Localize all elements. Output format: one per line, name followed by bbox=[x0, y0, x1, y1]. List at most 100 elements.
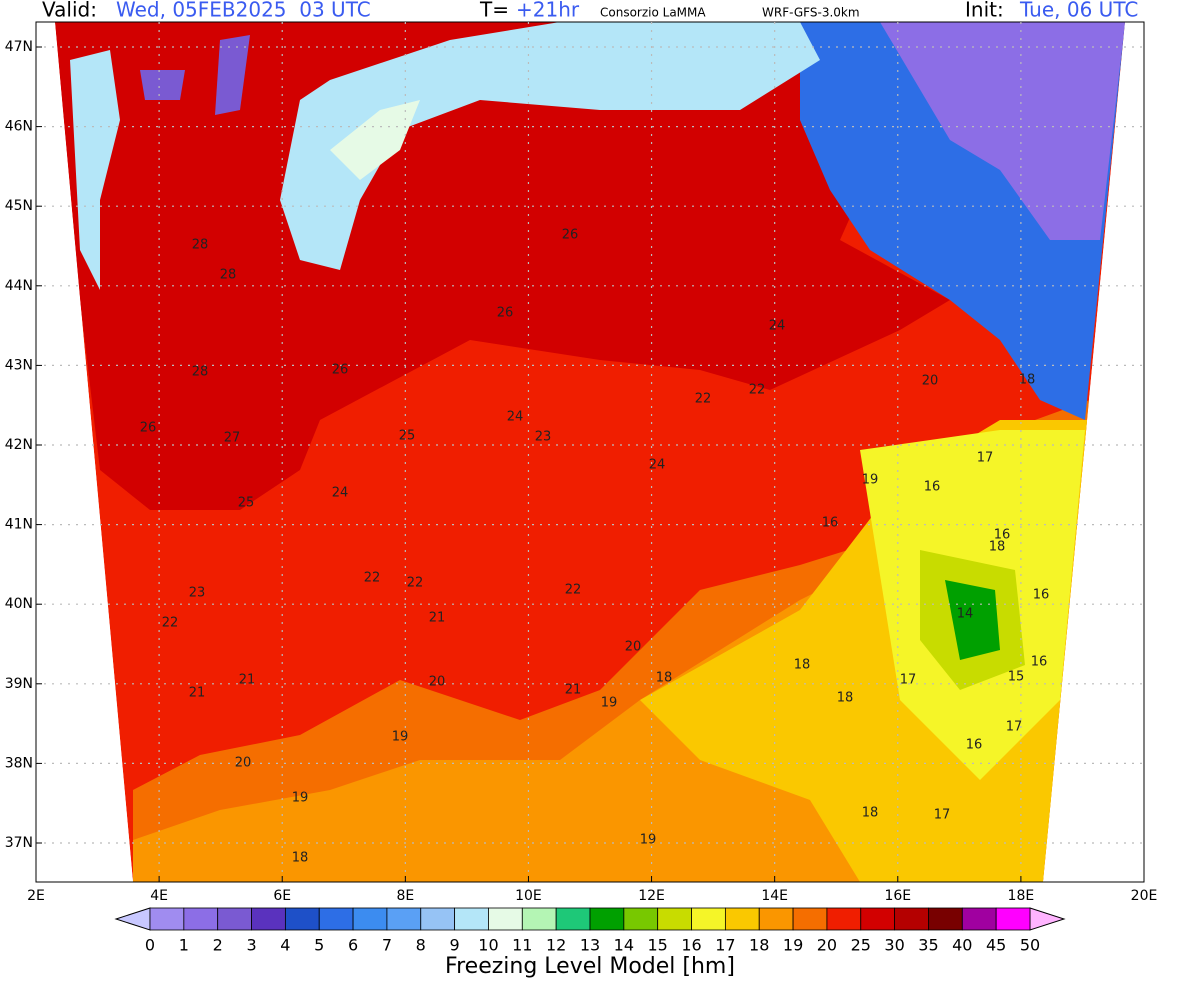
lon-tick-label: 12E bbox=[638, 888, 665, 904]
lon-tick-label: 10E bbox=[515, 888, 542, 904]
contour-label: 19 bbox=[640, 833, 657, 848]
lat-tick-label: 45N bbox=[5, 198, 33, 214]
contour-label: 18 bbox=[862, 806, 879, 821]
field bbox=[55, 22, 1125, 882]
lon-tick-label: 2E bbox=[27, 888, 45, 904]
colorbar-label: 15 bbox=[648, 936, 668, 955]
lon-tick-label: 14E bbox=[761, 888, 788, 904]
contour-label: 20 bbox=[625, 640, 642, 655]
source: Consorzio LaMMA bbox=[600, 6, 706, 20]
colorbar-label: 45 bbox=[986, 936, 1006, 955]
colorbar-label: 0 bbox=[145, 936, 155, 955]
colorbar-box bbox=[928, 907, 963, 931]
contour-label: 18 bbox=[794, 658, 811, 673]
colorbar-label: 18 bbox=[749, 936, 769, 955]
contour-label: 23 bbox=[535, 430, 552, 445]
contour-label: 28 bbox=[192, 365, 209, 380]
contour-label: 16 bbox=[994, 528, 1011, 543]
contour-label: 25 bbox=[399, 429, 416, 444]
contour-label: 21 bbox=[189, 686, 206, 701]
contour-label: 16 bbox=[924, 480, 941, 495]
contour-label: 26 bbox=[562, 228, 579, 243]
colorbar-box bbox=[521, 907, 557, 931]
contour-label: 16 bbox=[1033, 588, 1050, 603]
contour-label: 18 bbox=[1019, 373, 1036, 388]
contour-label: 20 bbox=[429, 675, 446, 690]
init-label: Init: bbox=[965, 0, 1004, 22]
model: WRF-GFS-3.0km bbox=[762, 6, 860, 20]
colorbar-label: 13 bbox=[580, 936, 600, 955]
colorbar-box bbox=[420, 907, 456, 931]
contour-label: 27 bbox=[224, 431, 241, 446]
lat-tick-label: 44N bbox=[5, 278, 33, 294]
colorbar-box bbox=[284, 907, 320, 931]
colorbar-title: Freezing Level Model [hm] bbox=[445, 954, 735, 979]
colorbar-box bbox=[589, 907, 625, 931]
contour-label: 19 bbox=[392, 730, 409, 745]
contour-label: 26 bbox=[140, 421, 157, 436]
colorbar-box bbox=[183, 907, 219, 931]
contour-label: 26 bbox=[332, 363, 349, 378]
colorbar-box bbox=[454, 907, 489, 931]
lon-tick-label: 8E bbox=[396, 888, 414, 904]
lat-tick-label: 46N bbox=[5, 119, 33, 135]
contour-label: 19 bbox=[862, 473, 879, 488]
contour-label: 22 bbox=[749, 383, 766, 398]
colorbar-label: 11 bbox=[512, 936, 532, 955]
colorbar-label: 30 bbox=[884, 936, 904, 955]
contour-label: 17 bbox=[1006, 720, 1023, 735]
lon-tick-label: 18E bbox=[1008, 888, 1035, 904]
contour-label: 25 bbox=[238, 496, 255, 511]
colorbar-label: 2 bbox=[213, 936, 223, 955]
contour-label: 20 bbox=[235, 756, 252, 771]
contour-label: 21 bbox=[565, 683, 582, 698]
colorbar-label: 14 bbox=[614, 936, 634, 955]
colorbar-box bbox=[995, 907, 1031, 931]
colorbar-label: 4 bbox=[280, 936, 290, 955]
contour-label: 22 bbox=[565, 583, 582, 598]
colorbar-box bbox=[758, 907, 794, 931]
colorbar-box bbox=[352, 907, 388, 931]
contour-label: 17 bbox=[934, 808, 951, 823]
colorbar-box bbox=[149, 907, 185, 931]
lat-tick-label: 37N bbox=[5, 835, 33, 851]
colorbar-label: 19 bbox=[783, 936, 803, 955]
colorbar-box bbox=[623, 907, 659, 931]
contour-label: 24 bbox=[507, 410, 524, 425]
colorbar-box bbox=[792, 907, 828, 931]
init-time: Tue, 06 UTC bbox=[1019, 0, 1138, 22]
contour-label: 19 bbox=[292, 791, 309, 806]
contour-label: 19 bbox=[601, 696, 618, 711]
colorbar-label: 7 bbox=[382, 936, 392, 955]
colorbar-box bbox=[657, 907, 692, 931]
colorbar-box bbox=[894, 907, 929, 931]
lat-tick-label: 47N bbox=[5, 39, 33, 55]
colorbar-label: 16 bbox=[681, 936, 701, 955]
lon-tick-label: 6E bbox=[273, 888, 291, 904]
colorbar-label: 8 bbox=[416, 936, 426, 955]
contour-label: 17 bbox=[977, 451, 994, 466]
lat-tick-label: 41N bbox=[5, 517, 33, 533]
colorbar-box bbox=[691, 907, 726, 931]
contour-label: 24 bbox=[332, 486, 349, 501]
colorbar-under bbox=[114, 907, 151, 931]
colorbar-box bbox=[251, 907, 286, 931]
colorbar-box bbox=[386, 907, 422, 931]
lat-tick-label: 42N bbox=[5, 437, 33, 453]
contour-label: 18 bbox=[656, 671, 673, 686]
colorbar-label: 25 bbox=[851, 936, 871, 955]
contour-label: 20 bbox=[922, 374, 939, 389]
lon-tick-label: 4E bbox=[150, 888, 168, 904]
colorbar-box bbox=[961, 907, 997, 931]
colorbar-label: 6 bbox=[348, 936, 358, 955]
graticule: 47N 46N 45N 44N 43N 42N 41N 40N 39N 38N 37N 2E 4E 6E 8… bbox=[5, 22, 1157, 904]
valid-label: Valid: bbox=[42, 0, 97, 22]
contour-label: 23 bbox=[189, 586, 206, 601]
colorbar-label: 12 bbox=[546, 936, 566, 955]
colorbar-box bbox=[826, 907, 862, 931]
colorbar-label: 35 bbox=[918, 936, 938, 955]
colorbar-label: 17 bbox=[715, 936, 735, 955]
colorbar-box bbox=[724, 907, 760, 931]
colorbar-label: 20 bbox=[817, 936, 837, 955]
